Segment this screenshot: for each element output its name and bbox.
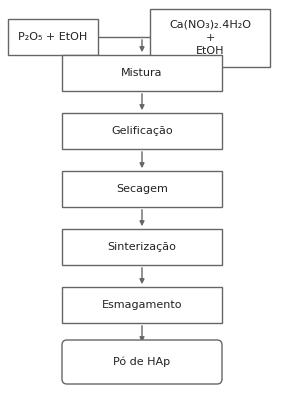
FancyBboxPatch shape [62, 113, 222, 149]
FancyBboxPatch shape [62, 340, 222, 384]
Text: P₂O₅ + EtOH: P₂O₅ + EtOH [18, 32, 88, 42]
Text: Mistura: Mistura [121, 68, 163, 78]
FancyBboxPatch shape [62, 171, 222, 207]
Text: Secagem: Secagem [116, 184, 168, 194]
FancyBboxPatch shape [62, 287, 222, 323]
FancyBboxPatch shape [62, 55, 222, 91]
Text: Sinterização: Sinterização [108, 242, 176, 252]
Text: Pó de HAp: Pó de HAp [113, 357, 171, 367]
Text: Ca(NO₃)₂.4H₂O
+
EtOH: Ca(NO₃)₂.4H₂O + EtOH [169, 20, 251, 56]
FancyBboxPatch shape [62, 229, 222, 265]
FancyBboxPatch shape [8, 19, 98, 55]
Text: Esmagamento: Esmagamento [102, 300, 182, 310]
Text: Gelificação: Gelificação [111, 126, 173, 136]
FancyBboxPatch shape [150, 9, 270, 67]
